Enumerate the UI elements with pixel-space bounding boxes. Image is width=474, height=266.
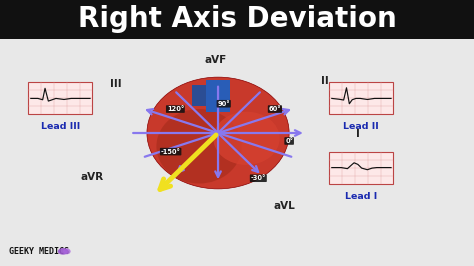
Text: Lead I: Lead I	[345, 192, 377, 201]
Ellipse shape	[63, 248, 71, 254]
Ellipse shape	[147, 77, 289, 189]
Text: III: III	[110, 79, 122, 89]
Ellipse shape	[156, 109, 242, 184]
Text: Lead II: Lead II	[343, 122, 379, 131]
Ellipse shape	[213, 112, 280, 165]
Text: I: I	[356, 129, 360, 139]
Bar	[206, 80, 230, 112]
Bar	[329, 82, 393, 114]
Text: aVL: aVL	[273, 201, 295, 211]
Text: -30°: -30°	[251, 175, 266, 181]
Ellipse shape	[58, 248, 68, 255]
Bar	[192, 85, 206, 106]
Text: Right Axis Deviation: Right Axis Deviation	[78, 5, 396, 33]
Text: aVR: aVR	[81, 172, 104, 182]
Bar	[329, 152, 393, 184]
Text: 90°: 90°	[218, 101, 230, 107]
Text: aVF: aVF	[205, 55, 227, 65]
Bar	[0, 0, 474, 39]
Text: -150°: -150°	[161, 149, 181, 155]
Text: 0°: 0°	[285, 138, 293, 144]
Text: 120°: 120°	[167, 106, 184, 112]
Text: 60°: 60°	[269, 106, 281, 112]
Bar	[28, 82, 92, 114]
Text: II: II	[321, 76, 328, 86]
Text: Lead III: Lead III	[41, 122, 80, 131]
Text: GEEKY MEDICS: GEEKY MEDICS	[9, 247, 69, 256]
